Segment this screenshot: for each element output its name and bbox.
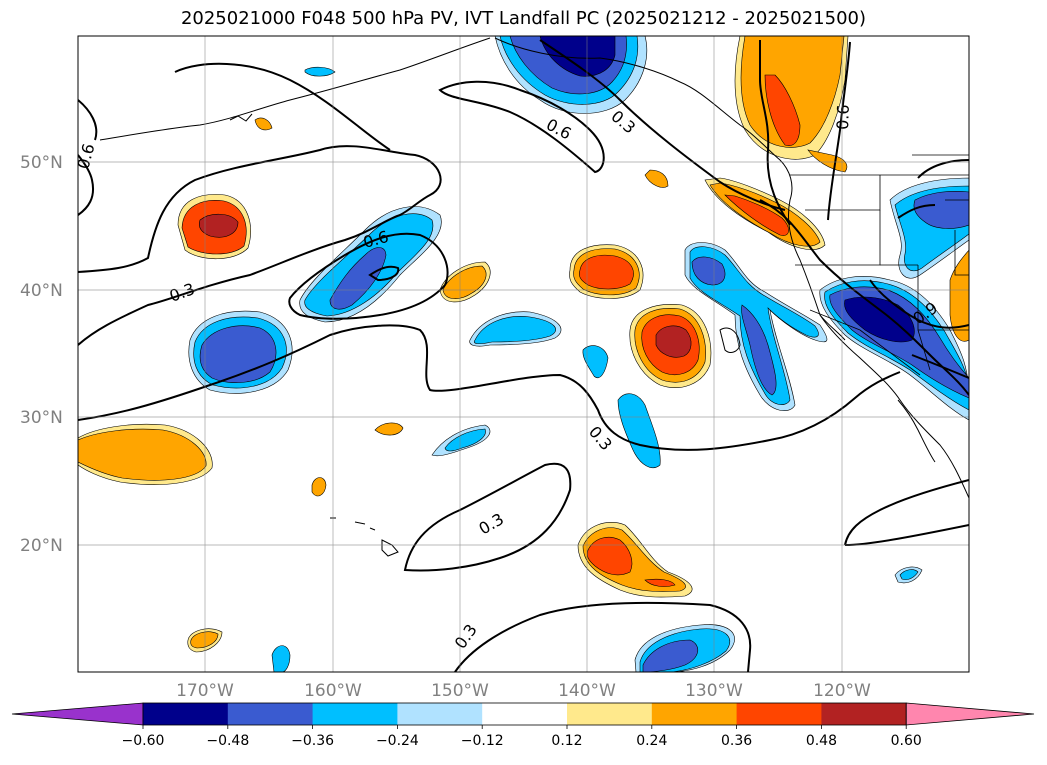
lat-label: 30°N (20, 408, 63, 428)
colorbar-tick-label: −0.36 (291, 733, 334, 749)
colorbar-tick-label: −0.24 (376, 733, 419, 749)
lon-label: 170°W (176, 681, 234, 701)
lat-label: 20°N (20, 536, 63, 556)
plot-frame (77, 35, 970, 673)
colorbar-swatch (567, 703, 653, 725)
pv-contours (78, 39, 969, 672)
lon-label: 160°W (304, 681, 362, 701)
coastlines (99, 37, 969, 557)
colorbar-swatch (736, 703, 822, 725)
colorbar-swatch (312, 703, 398, 725)
colorbar-tick-label: −0.12 (461, 733, 504, 749)
map-plot-area: 0.6 0.3 0.6 0.6 0.3 0.3 0.3 0.6 0.3 0.9 (74, 36, 969, 672)
colorbar-swatch (821, 703, 907, 725)
colorbar-tick-label: 0.60 (891, 733, 922, 749)
colorbar-swatch (227, 703, 314, 725)
colorbar: −0.60 −0.48 −0.36 −0.24 −0.12 0.12 0.24 0.36 0.4… (11, 702, 1035, 749)
colorbar-swatch (482, 703, 568, 725)
map-title: 2025021000 F048 500 hPa PV, IVT Landfall… (180, 8, 867, 29)
colorbar-tick-label: 0.24 (636, 733, 667, 749)
state-borders (790, 154, 969, 376)
lon-label: 140°W (558, 681, 616, 701)
lon-label: 130°W (685, 681, 743, 701)
lat-labels: 50°N 40°N 30°N 20°N (20, 153, 63, 556)
lat-label: 40°N (20, 281, 63, 301)
colorbar-tick-label: −0.48 (206, 733, 249, 749)
colorbar-tick-label: 0.48 (806, 733, 837, 749)
contour-label: 0.6 (833, 104, 853, 130)
gridlines (78, 36, 969, 672)
colorbar-tick-label: 0.36 (721, 733, 752, 749)
lon-label: 150°W (431, 681, 489, 701)
lat-label: 50°N (20, 153, 63, 173)
colorbar-swatch (397, 703, 483, 725)
lon-label: 120°W (813, 681, 871, 701)
colorbar-swatch (143, 703, 229, 725)
colorbar-extend-high (905, 702, 1035, 726)
lon-labels: 170°W 160°W 150°W 140°W 130°W 120°W (176, 681, 871, 701)
colorbar-swatch (651, 703, 738, 725)
colorbar-extend-low (11, 702, 144, 726)
colorbar-tick-label: −0.60 (122, 733, 165, 749)
colorbar-tick-label: 0.12 (551, 733, 582, 749)
contour-label: 0.6 (74, 142, 99, 172)
colorbar-frame (142, 702, 907, 726)
